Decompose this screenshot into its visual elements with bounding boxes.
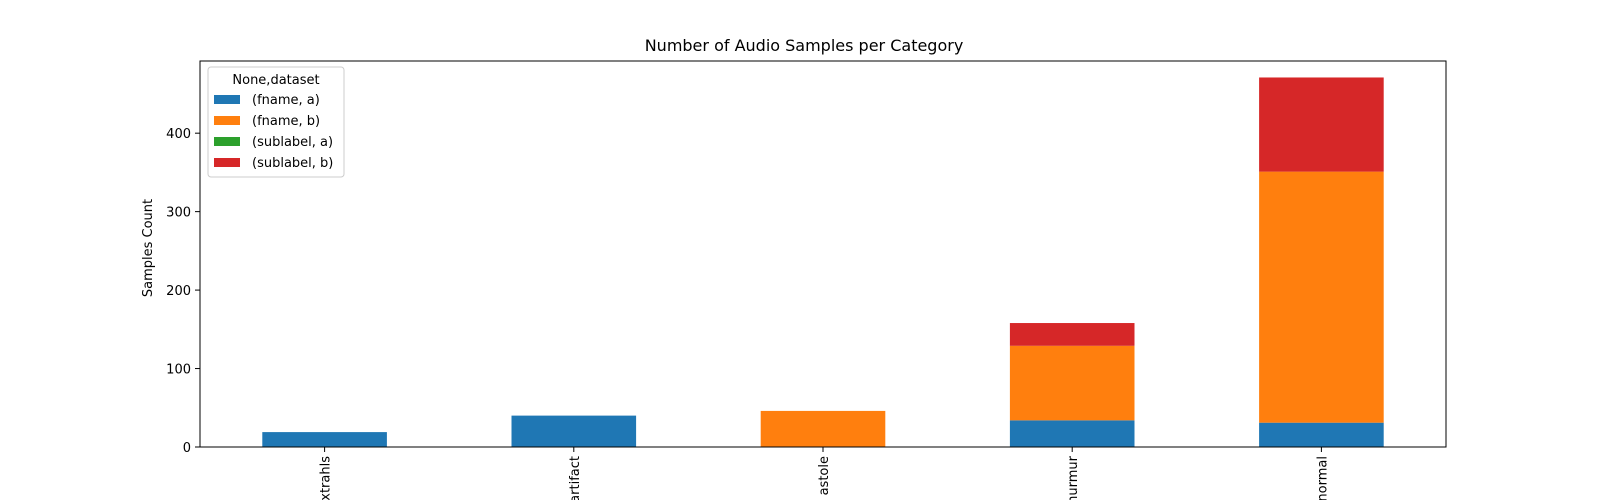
- bar-xtrahls-series-0: [262, 432, 387, 447]
- legend: None,dataset (fname, a) (fname, b) (sublabe…: [207, 66, 345, 178]
- x-tick-label-extrastole: astole: [817, 456, 832, 495]
- legend-label-0: (fname, a): [252, 93, 320, 108]
- axes-layer: 0 100 200 300 400 xtrahls artifact astole murmur…: [166, 60, 1447, 504]
- x-tick-label-normal: normal: [1315, 456, 1330, 500]
- y-tick-label: 200: [166, 284, 191, 299]
- legend-swatch-1: [214, 116, 240, 125]
- bar-murmur-series-1: [1009, 345, 1135, 421]
- bar-normal-series-0: [1259, 422, 1384, 447]
- x-tick-label-xtrahls: xtrahls: [319, 456, 334, 500]
- legend-title: None,dataset: [232, 73, 319, 88]
- bar-murmur-series-3: [1009, 323, 1135, 346]
- y-tick-label: 400: [166, 127, 191, 142]
- bar-murmur-series-0: [1009, 420, 1135, 447]
- legend-label-3: (sublabel, b): [252, 156, 333, 171]
- legend-swatch-2: [214, 137, 240, 146]
- legend-box: [207, 66, 345, 178]
- legend-label-1: (fname, b): [252, 114, 320, 129]
- bar-normal-series-3: [1259, 77, 1384, 172]
- chart-title: Number of Audio Samples per Category: [645, 36, 964, 55]
- x-tick-label-murmur: murmur: [1066, 455, 1081, 500]
- bar-artifact-series-0: [511, 415, 637, 447]
- legend-swatch-0: [214, 95, 240, 104]
- y-axis-label: Samples Count: [141, 199, 156, 297]
- legend-label-2: (sublabel, a): [252, 135, 333, 150]
- bar-normal-series-1: [1259, 171, 1384, 423]
- bars-layer: [262, 77, 1384, 447]
- y-tick-label: 100: [166, 363, 191, 378]
- legend-swatch-3: [214, 158, 240, 167]
- x-tick-label-artifact: artifact: [568, 456, 583, 500]
- y-tick-label: 0: [183, 441, 191, 456]
- bar-extrastole-series-1: [760, 410, 886, 447]
- y-tick-label: 300: [166, 206, 191, 221]
